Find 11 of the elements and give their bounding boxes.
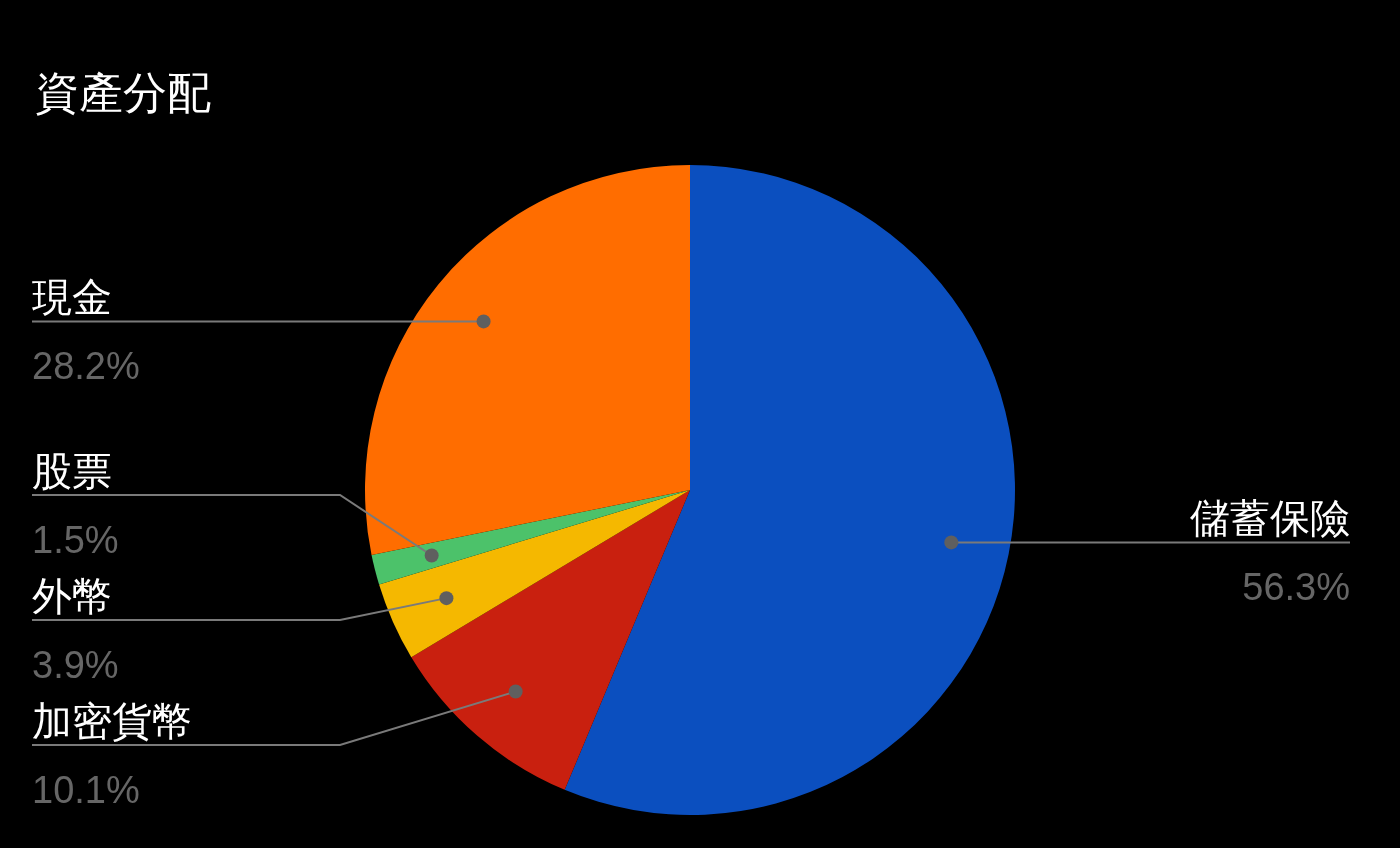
slice-label: 儲蓄保險 (1190, 496, 1350, 541)
data-label: 10.1% (32, 769, 140, 811)
data-label: 56.3% (1242, 566, 1350, 609)
slice-label: 股票 (32, 449, 112, 493)
data-label: 1.5% (32, 519, 119, 561)
data-label: 3.9% (32, 644, 119, 686)
slice-label: 外幣 (32, 574, 112, 618)
slice-label: 現金 (32, 275, 112, 320)
chart-title: 資產分配 (35, 68, 211, 117)
slice-label: 加密貨幣 (32, 699, 192, 743)
data-label: 28.2% (32, 345, 140, 388)
